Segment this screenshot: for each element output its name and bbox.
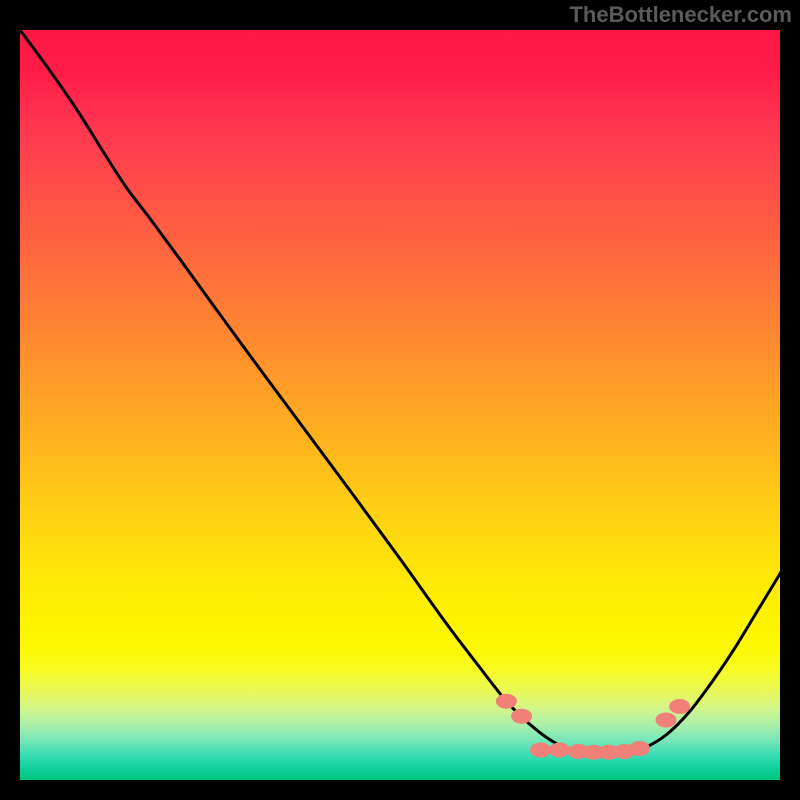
data-marker — [512, 709, 532, 723]
watermark: TheBottlenecker.com — [569, 2, 792, 28]
chart-container: TheBottlenecker.com — [0, 0, 800, 800]
data-marker — [550, 743, 570, 757]
data-marker — [629, 742, 649, 756]
data-marker — [496, 694, 516, 708]
plot-background — [20, 30, 780, 780]
data-marker — [531, 743, 551, 757]
data-marker — [670, 700, 690, 714]
bottleneck-chart — [0, 0, 800, 800]
data-marker — [656, 713, 676, 727]
